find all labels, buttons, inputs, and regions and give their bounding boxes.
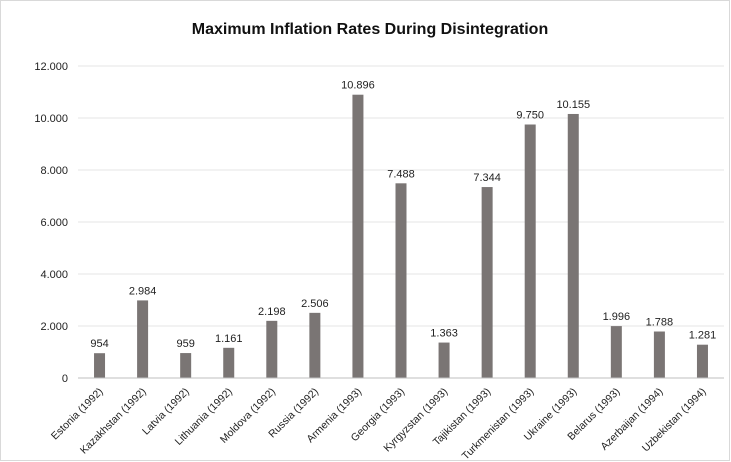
- x-tick-label: Turkmenistan (1993): [460, 386, 537, 462]
- bar: [696, 344, 708, 378]
- bar: [481, 187, 493, 378]
- data-label: 954: [90, 338, 108, 350]
- data-label: 7.344: [473, 172, 501, 184]
- bars: [94, 94, 708, 378]
- y-tick-label: 0: [62, 373, 68, 385]
- data-label: 10.155: [556, 99, 590, 111]
- y-tick-label: 8.000: [40, 165, 68, 177]
- bar: [266, 320, 278, 378]
- x-axis-ticks: Estonia (1992)Kazakhstan (1992)Latvia (1…: [49, 386, 709, 462]
- y-tick-label: 12.000: [34, 61, 68, 73]
- bar: [352, 94, 364, 378]
- y-tick-label: 2.000: [40, 321, 68, 333]
- y-axis-ticks: 0 2.000 4.000 6.000 8.000 10.000 12.000: [34, 61, 68, 385]
- bar: [524, 124, 536, 378]
- data-label: 2.984: [129, 285, 157, 297]
- data-label: 1.788: [646, 317, 674, 329]
- data-label: 2.198: [258, 306, 286, 318]
- gridlines: [78, 65, 724, 327]
- bar: [180, 353, 192, 378]
- bar: [653, 331, 665, 378]
- data-label: 10.896: [341, 80, 375, 92]
- bar: [610, 326, 622, 378]
- data-label: 7.488: [387, 168, 415, 180]
- bar: [567, 113, 579, 378]
- bar: [223, 347, 235, 378]
- bar: [438, 342, 450, 378]
- data-labels: 954 2.984 959 1.161 2.198 2.506 10.896 7.488 1.3…: [90, 80, 716, 350]
- data-label: 1.161: [215, 333, 243, 345]
- chart-title: Maximum Inflation Rates During Disintegr…: [192, 21, 548, 38]
- data-label: 1.996: [603, 311, 631, 323]
- bar: [94, 353, 106, 378]
- y-tick-label: 6.000: [40, 217, 68, 229]
- bar: [137, 300, 149, 378]
- data-label: 959: [176, 338, 194, 350]
- data-label: 1.363: [430, 328, 458, 340]
- y-tick-label: 10.000: [34, 113, 68, 125]
- data-label: 2.506: [301, 298, 329, 310]
- data-label: 9.750: [516, 110, 544, 122]
- y-tick-label: 4.000: [40, 269, 68, 281]
- bar: [395, 183, 407, 378]
- data-label: 1.281: [689, 330, 717, 342]
- bar: [309, 312, 321, 378]
